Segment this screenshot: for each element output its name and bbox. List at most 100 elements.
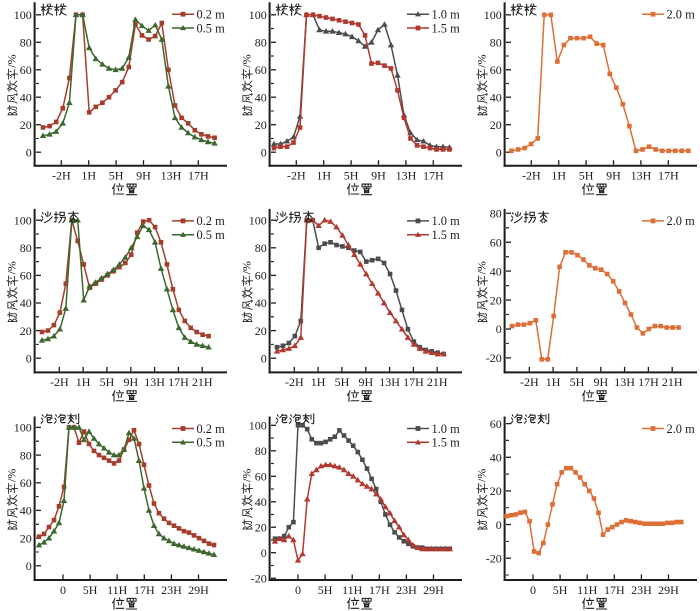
svg-text:0: 0 [295, 583, 301, 597]
svg-text:17H: 17H [134, 583, 155, 597]
svg-text:21H: 21H [192, 375, 213, 389]
svg-text:1H: 1H [316, 169, 331, 183]
svg-text:13H: 13H [379, 375, 400, 389]
svg-text:-2H: -2H [285, 375, 304, 389]
svg-text:2.0 m: 2.0 m [667, 8, 696, 22]
svg-text:5H: 5H [570, 375, 585, 389]
svg-text:0: 0 [261, 351, 267, 365]
svg-text:40: 40 [255, 495, 267, 509]
svg-text:9H: 9H [593, 375, 608, 389]
svg-text:60: 60 [20, 63, 32, 77]
svg-text:5H: 5H [553, 583, 568, 597]
svg-text:-2H: -2H [520, 375, 539, 389]
svg-text:0.5 m: 0.5 m [197, 436, 226, 450]
svg-text:60: 60 [490, 235, 502, 249]
svg-text:5H: 5H [83, 583, 98, 597]
svg-text:1.5 m: 1.5 m [432, 436, 461, 450]
svg-text:80: 80 [490, 207, 502, 221]
svg-text:1.0 m: 1.0 m [432, 214, 461, 228]
svg-text:13H: 13H [396, 169, 417, 183]
svg-text:1H: 1H [76, 375, 91, 389]
svg-text:-2H: -2H [522, 169, 541, 183]
svg-text:0: 0 [496, 518, 502, 532]
svg-text:-20: -20 [251, 571, 267, 585]
svg-text:5H: 5H [100, 375, 115, 389]
svg-text:60: 60 [490, 63, 502, 77]
svg-text:29H: 29H [188, 583, 209, 597]
svg-text:80: 80 [20, 448, 32, 462]
svg-text:100: 100 [14, 421, 32, 435]
svg-text:100: 100 [14, 213, 32, 227]
svg-text:40: 40 [255, 90, 267, 104]
svg-text:5H: 5H [318, 583, 333, 597]
svg-text:0: 0 [261, 546, 267, 560]
svg-text:60: 60 [255, 63, 267, 77]
svg-text:0: 0 [60, 583, 66, 597]
svg-text:17H: 17H [604, 583, 625, 597]
svg-text:60: 60 [255, 470, 267, 484]
svg-text:23H: 23H [631, 583, 652, 597]
svg-text:40: 40 [490, 90, 502, 104]
svg-text:0: 0 [26, 351, 32, 365]
svg-text:60: 60 [490, 417, 502, 431]
svg-text:0: 0 [496, 322, 502, 336]
svg-text:1H: 1H [546, 375, 561, 389]
svg-text:9H: 9H [606, 169, 621, 183]
svg-text:/%: /% [5, 54, 19, 67]
svg-text:40: 40 [20, 296, 32, 310]
svg-text:0.2 m: 0.2 m [197, 214, 226, 228]
svg-text:80: 80 [20, 36, 32, 50]
svg-text:/%: /% [240, 261, 254, 274]
svg-text:0: 0 [26, 559, 32, 573]
svg-text:0: 0 [530, 583, 536, 597]
svg-text:9H: 9H [136, 169, 151, 183]
svg-text:17H: 17H [403, 375, 424, 389]
svg-text:11H: 11H [342, 583, 363, 597]
svg-text:80: 80 [255, 241, 267, 255]
svg-text:100: 100 [249, 8, 267, 22]
svg-text:1H: 1H [311, 375, 326, 389]
svg-text:9H: 9H [123, 375, 138, 389]
svg-text:1H: 1H [551, 169, 566, 183]
svg-text:20: 20 [20, 118, 32, 132]
svg-text:5H: 5H [109, 169, 124, 183]
svg-text:40: 40 [255, 296, 267, 310]
svg-text:13H: 13H [144, 375, 165, 389]
svg-text:40: 40 [490, 264, 502, 278]
svg-text:80: 80 [255, 444, 267, 458]
svg-text:/%: /% [475, 469, 489, 482]
svg-text:23H: 23H [161, 583, 182, 597]
svg-text:17H: 17H [188, 169, 209, 183]
svg-text:/%: /% [475, 54, 489, 67]
svg-text:40: 40 [20, 90, 32, 104]
svg-text:20: 20 [255, 118, 267, 132]
svg-text:100: 100 [14, 8, 32, 22]
svg-text:1.0 m: 1.0 m [432, 422, 461, 436]
svg-text:21H: 21H [427, 375, 448, 389]
svg-text:80: 80 [20, 241, 32, 255]
svg-text:20: 20 [490, 118, 502, 132]
svg-text:5H: 5H [335, 375, 350, 389]
svg-text:1.5 m: 1.5 m [432, 21, 461, 35]
svg-text:1.5 m: 1.5 m [432, 228, 461, 242]
svg-text:29H: 29H [423, 583, 444, 597]
svg-text:21H: 21H [662, 375, 683, 389]
svg-text:100: 100 [249, 419, 267, 433]
svg-text:11H: 11H [107, 583, 128, 597]
svg-text:0: 0 [261, 145, 267, 159]
svg-text:29H: 29H [658, 583, 679, 597]
svg-text:-20: -20 [486, 551, 502, 565]
svg-text:1.0 m: 1.0 m [432, 8, 461, 22]
svg-text:20: 20 [490, 293, 502, 307]
svg-text:0.5 m: 0.5 m [197, 21, 226, 35]
svg-text:17H: 17H [369, 583, 390, 597]
svg-text:20: 20 [255, 520, 267, 534]
svg-text:40: 40 [20, 504, 32, 518]
svg-text:2.0 m: 2.0 m [667, 422, 696, 436]
svg-text:20: 20 [255, 324, 267, 338]
svg-text:/%: /% [240, 469, 254, 482]
svg-text:0.2 m: 0.2 m [197, 422, 226, 436]
svg-text:17H: 17H [168, 375, 189, 389]
svg-text:/%: /% [475, 261, 489, 274]
svg-text:17H: 17H [638, 375, 659, 389]
